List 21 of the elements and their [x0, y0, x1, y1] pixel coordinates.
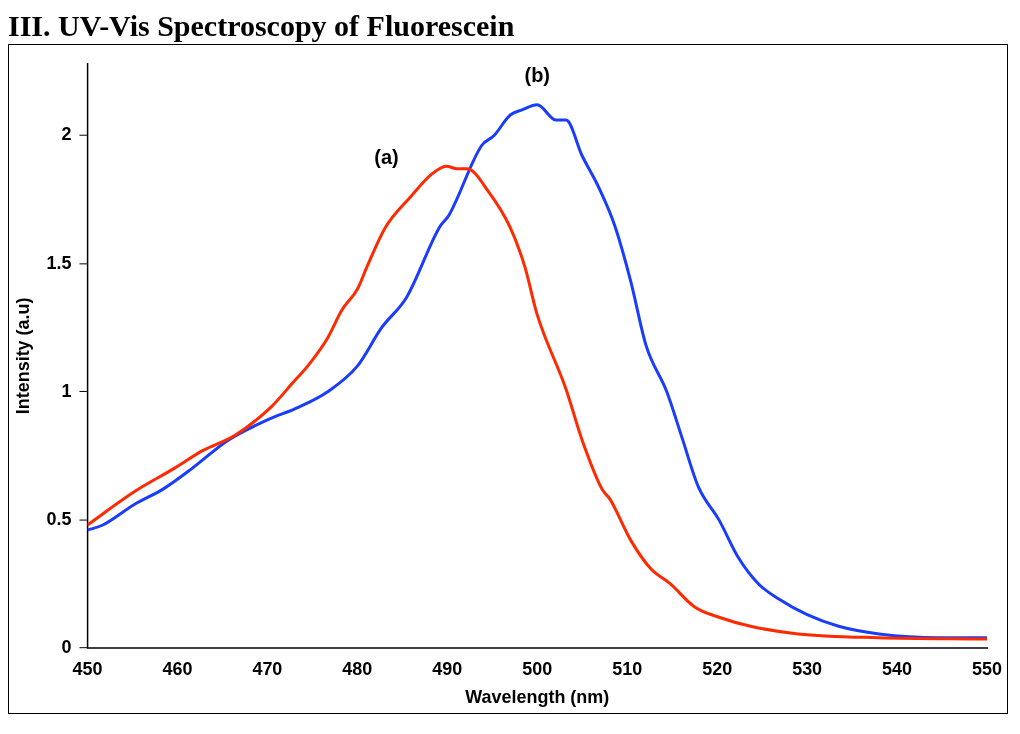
- y-axis-title: Intensity (a.u): [12, 297, 33, 415]
- x-tick-label: 530: [792, 658, 823, 679]
- y-tick-label: 2: [61, 124, 72, 145]
- annotation: (a): [374, 145, 399, 168]
- x-tick-label: 450: [72, 658, 103, 679]
- x-tick-label: 540: [882, 658, 913, 679]
- x-tick-label: 460: [162, 658, 193, 679]
- x-tick-label: 500: [522, 658, 553, 679]
- chart-title: III. UV-Vis Spectroscopy of Fluorescein: [8, 8, 516, 44]
- x-tick-label: 520: [702, 658, 733, 679]
- x-tick-label: 480: [342, 658, 373, 679]
- x-tick-label: 510: [612, 658, 643, 679]
- y-tick-label: 0: [61, 636, 72, 657]
- y-tick-label: 1.5: [46, 252, 72, 273]
- x-tick-label: 550: [972, 658, 1003, 679]
- x-tick-label: 490: [432, 658, 463, 679]
- y-tick-label: 0.5: [46, 508, 72, 529]
- annotation: (b): [524, 64, 550, 87]
- x-axis-title: Wavelength (nm): [465, 687, 610, 708]
- x-tick-label: 470: [252, 658, 283, 679]
- y-tick-label: 1: [61, 380, 72, 401]
